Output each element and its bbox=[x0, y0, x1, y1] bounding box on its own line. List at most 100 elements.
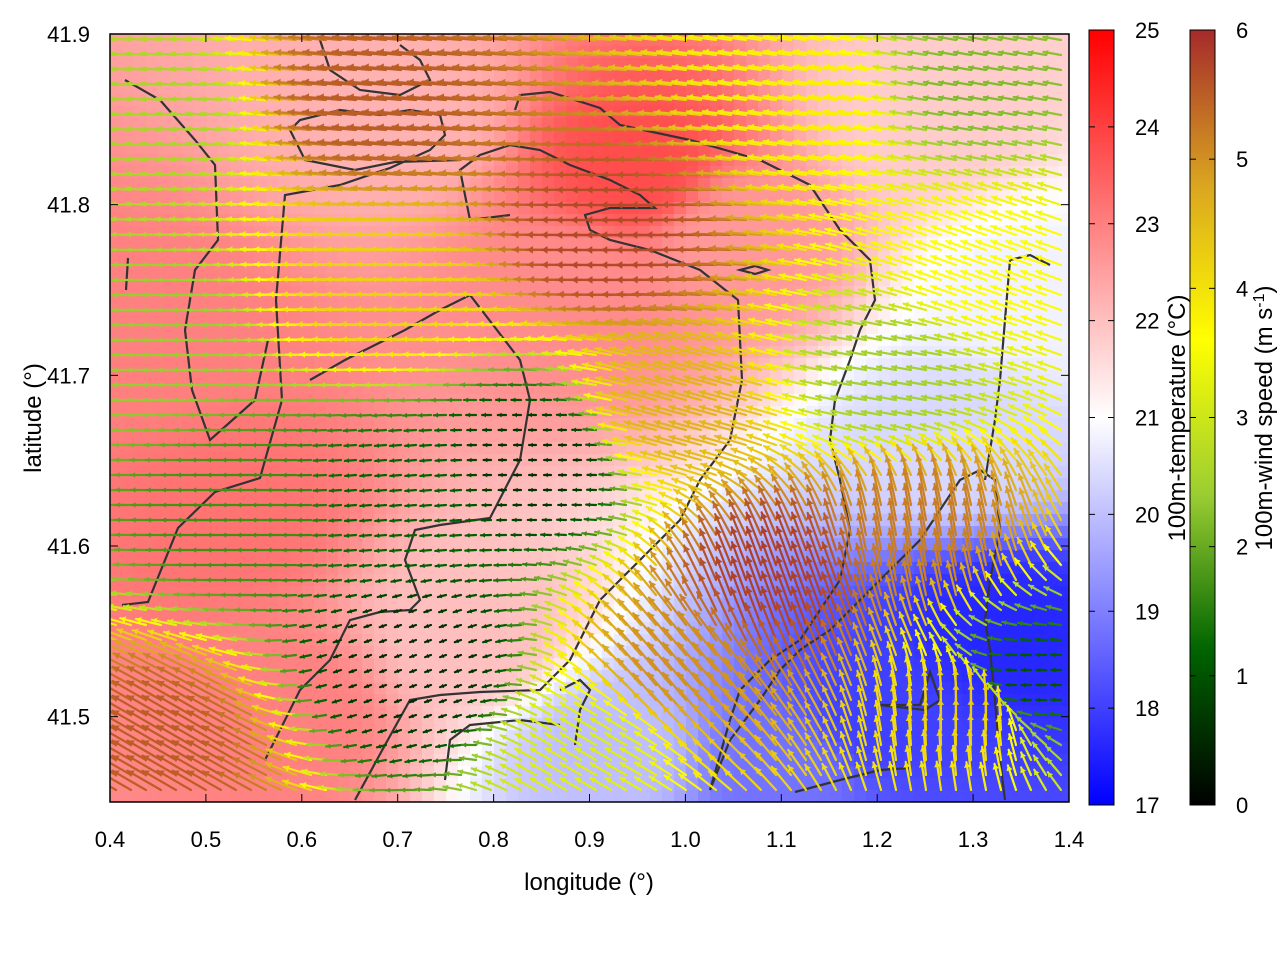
temperature-cell bbox=[542, 466, 555, 479]
temperature-cell bbox=[338, 718, 351, 731]
temperature-cell bbox=[446, 406, 459, 419]
temperature-cell bbox=[182, 550, 195, 563]
temperature-cell bbox=[542, 250, 555, 263]
temperature-cell bbox=[398, 310, 411, 323]
temperature-cell bbox=[518, 550, 531, 563]
temperature-cell bbox=[602, 130, 615, 143]
temperature-cell bbox=[266, 658, 279, 671]
temperature-cell bbox=[218, 346, 231, 359]
temperature-cell bbox=[254, 490, 267, 503]
temperature-cell bbox=[314, 406, 327, 419]
temperature-cell bbox=[242, 190, 255, 203]
temperature-cell bbox=[182, 490, 195, 503]
temperature-cell bbox=[374, 430, 387, 443]
temperature-cell bbox=[266, 622, 279, 635]
temperature-cell bbox=[362, 286, 375, 299]
temperature-cell bbox=[998, 670, 1011, 683]
temperature-cell bbox=[146, 478, 159, 491]
temperature-cell bbox=[398, 406, 411, 419]
temperature-cell bbox=[134, 490, 147, 503]
temperature-cell bbox=[518, 490, 531, 503]
temperature-cell bbox=[302, 370, 315, 383]
temperature-cell bbox=[230, 190, 243, 203]
temperature-cell bbox=[398, 646, 411, 659]
temperature-cell bbox=[962, 706, 975, 719]
temperature-cell bbox=[722, 790, 735, 802]
temperature-cell bbox=[542, 442, 555, 455]
temperature-cell bbox=[110, 790, 123, 802]
temperature-cell bbox=[278, 670, 291, 683]
temperature-cell bbox=[218, 610, 231, 623]
temperature-cell bbox=[638, 286, 651, 299]
temperature-cell bbox=[302, 190, 315, 203]
temperature-cell bbox=[230, 370, 243, 383]
temperature-cell bbox=[134, 466, 147, 479]
temperature-cell bbox=[386, 190, 399, 203]
temperature-cell bbox=[266, 310, 279, 323]
temperature-cell bbox=[134, 346, 147, 359]
temperature-cell bbox=[230, 310, 243, 323]
temperature-cell bbox=[290, 130, 303, 143]
temperature-cell bbox=[230, 178, 243, 191]
temperature-cell bbox=[122, 310, 135, 323]
temperature-cell bbox=[290, 622, 303, 635]
temperature-cell bbox=[1034, 646, 1047, 659]
temperature-cell bbox=[266, 694, 279, 707]
temperature-cell bbox=[254, 538, 267, 551]
temperature-cell bbox=[578, 526, 591, 539]
temperature-cell bbox=[314, 346, 327, 359]
temperature-cell bbox=[530, 790, 543, 802]
temperature-cell bbox=[398, 658, 411, 671]
temperature-cell bbox=[494, 442, 507, 455]
temperature-cell bbox=[386, 682, 399, 695]
temperature-cell bbox=[158, 34, 171, 47]
temperature-cell bbox=[122, 130, 135, 143]
temperature-cell bbox=[650, 790, 663, 802]
temperature-cell bbox=[314, 730, 327, 743]
temperature-cell bbox=[122, 238, 135, 251]
temperature-cell bbox=[878, 790, 891, 802]
temperature-cell bbox=[434, 622, 447, 635]
temperature-cell bbox=[266, 466, 279, 479]
temperature-cell bbox=[290, 370, 303, 383]
temperature-cell bbox=[134, 250, 147, 263]
temperature-cell bbox=[194, 298, 207, 311]
temperature-cell bbox=[494, 706, 507, 719]
temperature-cell bbox=[302, 610, 315, 623]
temperature-cell bbox=[290, 658, 303, 671]
temperature-cell bbox=[1010, 610, 1023, 623]
temperature-cell bbox=[542, 790, 555, 802]
temperature-cell bbox=[242, 298, 255, 311]
temperature-cell bbox=[182, 538, 195, 551]
temperature-cell bbox=[398, 190, 411, 203]
temperature-cell bbox=[242, 550, 255, 563]
temperature-cell bbox=[170, 790, 183, 802]
temperature-cell bbox=[638, 166, 651, 179]
temperature-cell bbox=[206, 490, 219, 503]
temperature-cell bbox=[134, 130, 147, 143]
temperature-cell bbox=[134, 358, 147, 371]
temperature-cell bbox=[590, 490, 603, 503]
temperature-cell bbox=[434, 718, 447, 731]
temperature-cell bbox=[122, 550, 135, 563]
temperature-cell bbox=[494, 658, 507, 671]
temperature-cell bbox=[122, 406, 135, 419]
temperature-cell bbox=[302, 790, 315, 802]
temperature-cell bbox=[302, 718, 315, 731]
temperature-cell bbox=[386, 502, 399, 515]
temperature-cell bbox=[242, 562, 255, 575]
temperature-cell bbox=[770, 790, 783, 802]
temperature-cell bbox=[554, 478, 567, 491]
temperature-cell bbox=[158, 370, 171, 383]
temperature-cell bbox=[134, 790, 147, 802]
temperature-cell bbox=[182, 610, 195, 623]
temperature-cell bbox=[170, 478, 183, 491]
temperature-cell bbox=[206, 70, 219, 83]
temperature-cell bbox=[134, 190, 147, 203]
temperature-cell bbox=[194, 490, 207, 503]
temperature-cell bbox=[410, 658, 423, 671]
temperature-cell bbox=[638, 790, 651, 802]
temperature-cell bbox=[158, 586, 171, 599]
temperature-cell bbox=[122, 382, 135, 395]
temperature-cell bbox=[158, 418, 171, 431]
